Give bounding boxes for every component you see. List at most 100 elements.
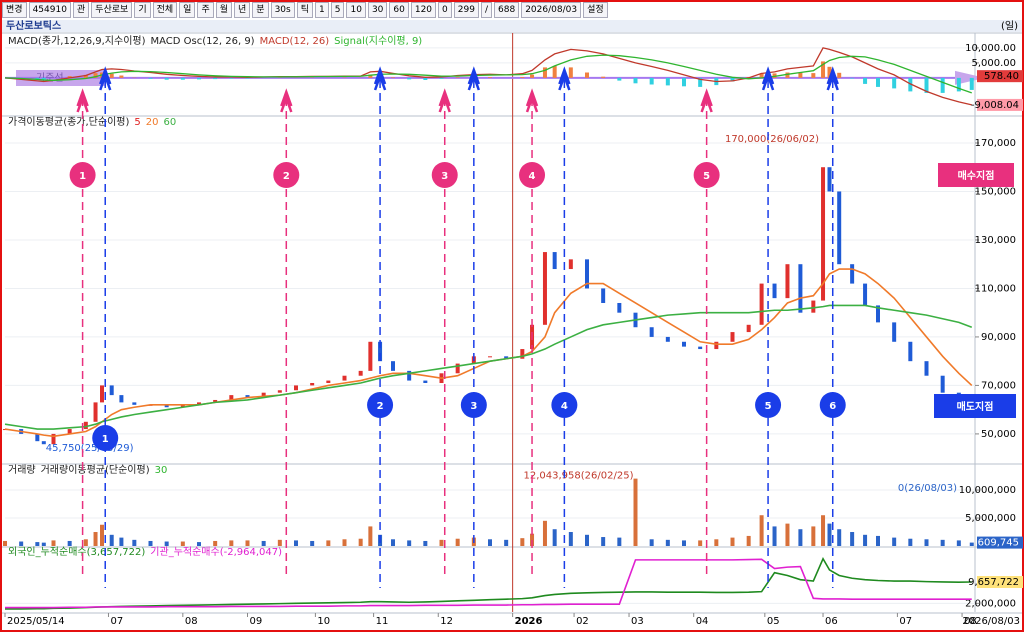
volume-bar <box>261 540 266 546</box>
y-tick-label: 130,000 <box>975 235 1016 246</box>
y-tick-label: 10,000.00 <box>965 43 1016 54</box>
volume-bar <box>617 537 622 546</box>
signal-badge <box>273 162 300 188</box>
signal-badge <box>519 162 546 188</box>
osc-bar <box>730 77 735 82</box>
toolbar-item[interactable]: 변경 <box>2 2 27 18</box>
current-value: -9,008.04 <box>971 100 1019 111</box>
volume-bar <box>35 542 40 546</box>
candle <box>358 370 363 376</box>
toolbar-item[interactable]: 688 <box>494 2 520 18</box>
toolbar-item[interactable]: 454910 <box>28 2 71 18</box>
series-line <box>5 558 972 609</box>
candle <box>568 259 573 270</box>
toolbar-item[interactable]: 주 <box>197 2 214 18</box>
panel-header: MACD(12, 26) <box>260 36 330 47</box>
osc-bar <box>837 72 842 78</box>
signal-badge <box>92 425 119 451</box>
signal-number: 6 <box>829 401 836 412</box>
volume-bar <box>772 526 777 546</box>
candle <box>876 305 880 323</box>
x-tick-label: 02 <box>576 616 589 627</box>
signal-number: 4 <box>529 171 536 182</box>
toolbar-item[interactable]: 5 <box>330 2 345 18</box>
current-value-box <box>977 536 1023 549</box>
osc-bar <box>811 73 816 78</box>
x-tick-label: 03 <box>631 616 644 627</box>
volume-bar <box>530 533 535 546</box>
candle <box>423 380 428 383</box>
toolbar-item[interactable]: 60 <box>389 2 409 18</box>
sell-label: 매도지점 <box>957 400 994 413</box>
signal-badge <box>367 392 394 418</box>
osc-bar <box>164 77 169 80</box>
volume-bar <box>368 526 373 546</box>
candle <box>585 259 589 289</box>
candle <box>940 375 945 393</box>
x-tick-label: 07 <box>899 616 912 627</box>
osc-bar <box>665 77 670 86</box>
candle <box>197 402 201 405</box>
toolbar-item[interactable]: 관 <box>72 2 90 18</box>
candle <box>294 385 298 391</box>
toolbar-item[interactable]: 월 <box>215 2 233 18</box>
toolbar-item[interactable]: 설정 <box>583 2 608 18</box>
volume-bar <box>940 539 945 546</box>
toolbar-item[interactable]: 120 <box>410 2 437 18</box>
osc-bar <box>617 77 622 81</box>
x-tick-label: 10 <box>317 616 330 627</box>
stock-title: 두산로보틱스 <box>6 19 61 32</box>
x-tick-label: 12 <box>440 616 453 627</box>
baseline-label: 기준선 <box>36 72 64 84</box>
y-tick-label: 2,000,000 <box>965 598 1016 609</box>
toolbar-item[interactable]: 2026/08/03 <box>521 2 582 18</box>
toolbar-item[interactable]: 30 <box>367 2 388 18</box>
y-tick-label: 90,000 <box>981 332 1016 343</box>
osc-bar <box>785 72 790 78</box>
osc-bar <box>439 77 444 79</box>
panel-header: 30 <box>155 465 168 476</box>
panel-header: 기관_누적순매수(-2,964,047) <box>150 546 282 558</box>
period: (일) <box>1001 20 1018 32</box>
volume-bar <box>423 540 428 546</box>
volume-bar <box>850 532 855 546</box>
volume-bar <box>277 539 282 546</box>
signal-badge <box>551 392 578 418</box>
toolbar-item[interactable]: 30s <box>270 2 295 18</box>
toolbar-item[interactable]: 틱 <box>296 2 314 18</box>
osc-bar <box>863 77 868 84</box>
volume-bar <box>568 532 573 546</box>
toolbar-item[interactable]: 1 <box>315 2 329 18</box>
osc-bar <box>698 77 703 87</box>
toolbar-item[interactable]: 10 <box>346 2 366 18</box>
series-line <box>4 47 972 106</box>
toolbar-item[interactable]: 일 <box>179 2 196 18</box>
panel-header: 20 <box>146 117 159 128</box>
x-end-label: 2026/08/03 <box>962 616 1020 627</box>
signal-arrow <box>280 88 293 113</box>
x-tick-label: 08 <box>964 616 977 627</box>
toolbar-item[interactable]: 299 <box>453 2 479 18</box>
candle <box>798 264 803 313</box>
osc-bar <box>821 61 826 78</box>
volume-bar <box>876 535 880 546</box>
volume-bar <box>520 538 525 546</box>
toolbar-item[interactable]: / <box>480 2 492 18</box>
toolbar-item[interactable]: 두산로보 <box>91 2 133 18</box>
osc-bar <box>850 77 855 79</box>
candle <box>821 167 826 301</box>
signal-arrow <box>76 88 89 113</box>
toolbar-item[interactable]: 년 <box>234 2 251 18</box>
candle <box>119 395 124 403</box>
candle <box>261 392 266 398</box>
toolbar-item[interactable]: 0 <box>438 2 452 18</box>
panel-header: 외국인_누적순매수(3,657,722) <box>8 546 145 558</box>
buy-label: 매수지점 <box>958 169 995 182</box>
toolbar-item[interactable]: 전체 <box>152 2 178 18</box>
volume-bar <box>682 540 686 546</box>
toolbar-item[interactable]: 기 <box>134 2 151 18</box>
toolbar-item[interactable]: 분 <box>252 2 269 18</box>
signal-number: 1 <box>102 434 109 445</box>
